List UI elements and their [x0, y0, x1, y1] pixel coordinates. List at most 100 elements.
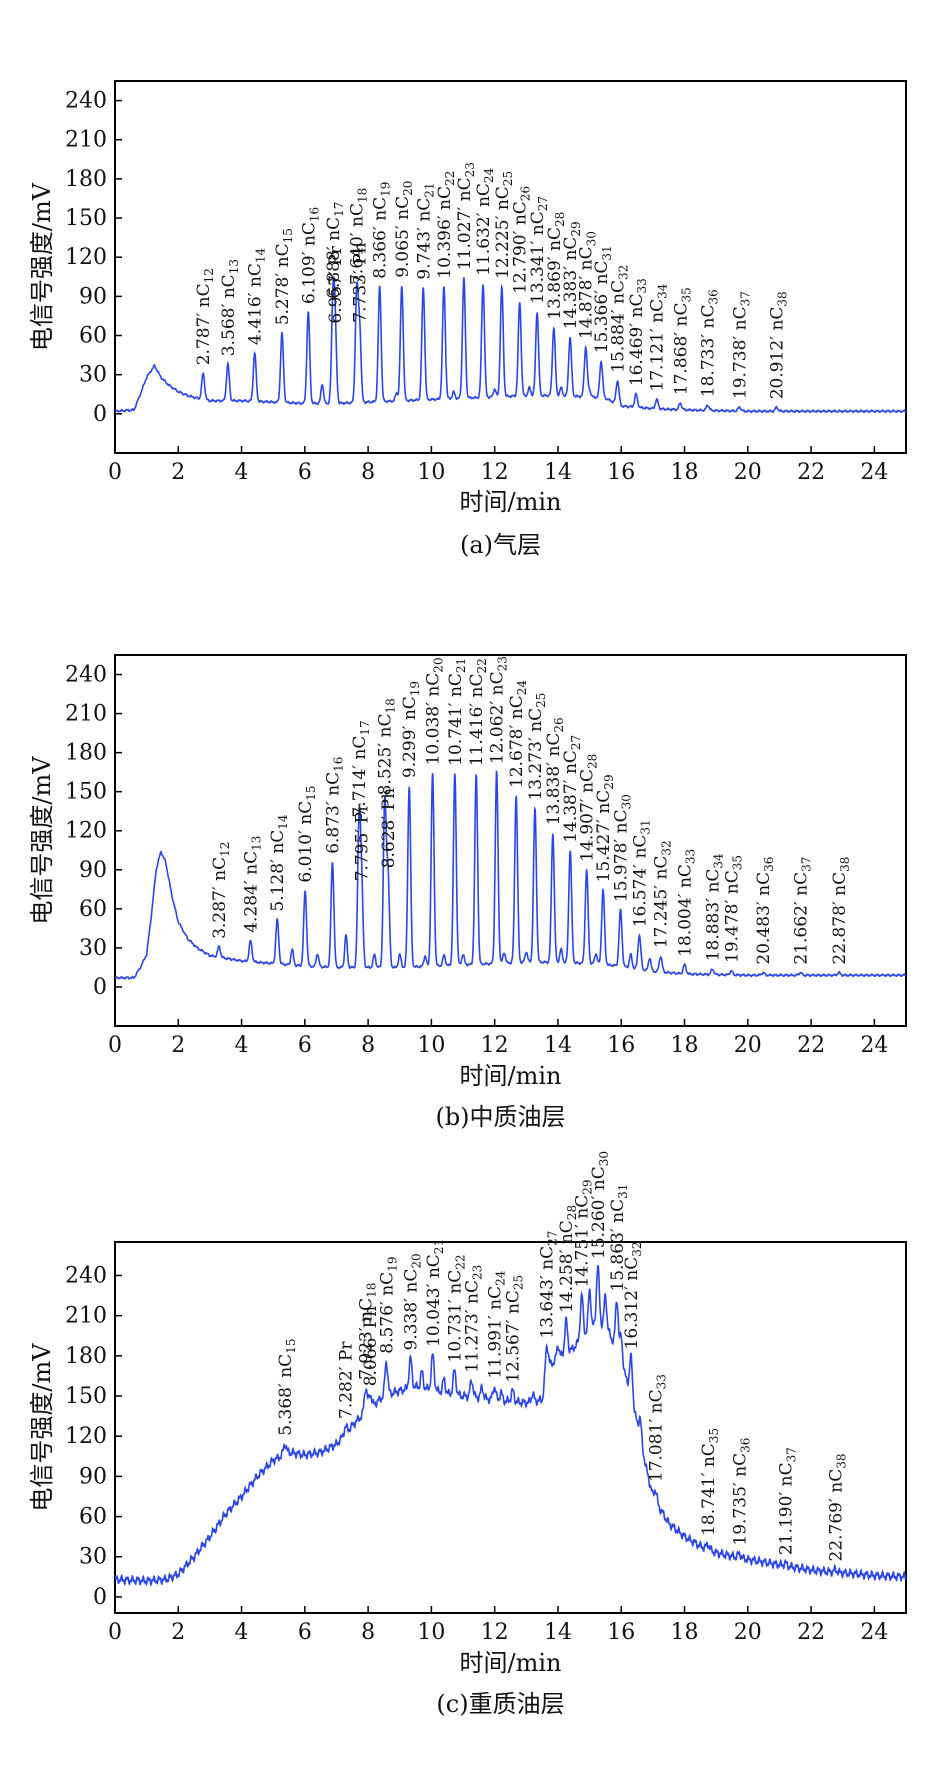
y-axis-label: 电信号强度/mV: [28, 756, 56, 925]
peak-label-subscript: 15: [284, 1339, 298, 1354]
peak-label: 14.907′ nC28: [578, 754, 600, 862]
peak-label-text: 10.396′ nC: [435, 186, 455, 279]
peak-label-subscript: 25: [512, 1275, 526, 1290]
y-tick-label: 0: [93, 1585, 107, 1610]
x-tick-label: 20: [734, 460, 762, 485]
peak-label: 4.284′ nC13: [242, 836, 264, 933]
peak-label-subscript: 21: [422, 182, 436, 197]
peak-label-subscript: 13: [227, 259, 241, 274]
peak-label-text: 7.282′ Pr: [336, 1341, 356, 1419]
peak-label-subscript: 28: [586, 754, 600, 769]
peak-label-subscript: 23: [471, 1265, 485, 1280]
y-tick-label: 120: [65, 1424, 107, 1449]
peak-label-subscript: 18: [356, 188, 370, 203]
peak-label-subscript: 21: [454, 658, 468, 673]
x-tick-label: 6: [298, 1620, 312, 1645]
peak-label: 10.038′ nC20: [424, 657, 446, 765]
peak-label-text: 6.010′ nC: [296, 801, 316, 883]
peak-label-subscript: 34: [712, 853, 726, 869]
peak-label-text: 12.678′ nC: [507, 695, 527, 788]
peak-label-text: 15.978′ nC: [612, 809, 632, 902]
peak-label-subscript: 38: [834, 1454, 848, 1469]
peak-label-text: 15.884′ nC: [609, 280, 629, 373]
peak-label: 10.741′ nC21: [446, 658, 468, 766]
peak-label-subscript: 15: [281, 228, 295, 243]
peak-label: 17.081′ nC33: [646, 1374, 668, 1482]
peak-label-subscript: 29: [581, 1180, 595, 1195]
peak-label-text: 3.568′ nC: [219, 274, 239, 356]
x-tick-label: 4: [235, 1620, 249, 1645]
peak-label-subscript: 24: [515, 680, 529, 696]
peak-label-subscript: 24: [482, 167, 496, 183]
peak-label: 12.678′ nC24: [507, 680, 529, 788]
peak-label-subscript: 29: [602, 774, 616, 789]
x-tick-label: 0: [108, 1033, 122, 1058]
peak-label-text: 17.245′ nC: [652, 856, 672, 949]
y-tick-label: 60: [79, 1505, 107, 1530]
peak-label-text: 10.043′ nC: [424, 1254, 444, 1347]
peak-label: 15.427′ nC29: [594, 774, 616, 882]
peak-label-text: 16.574′ nC: [630, 835, 650, 928]
peak-label-text: 16.469′ nC: [627, 293, 647, 386]
peak-label-subscript: 32: [660, 840, 674, 855]
peak-label-text: 10.741′ nC: [446, 673, 466, 766]
peak-label-text: 6.957′ Pr: [326, 245, 346, 323]
peak-label: 9.299′ nC19: [400, 681, 422, 778]
x-tick-label: 16: [607, 1620, 635, 1645]
y-tick-label: 180: [65, 741, 107, 766]
y-tick-label: 90: [79, 858, 107, 883]
peak-label-subscript: 31: [600, 245, 614, 260]
peak-label-subscript: 31: [616, 1184, 630, 1199]
peak-label-text: 2.787′ nC: [194, 283, 214, 365]
peak-label: 14.878′ nC30: [577, 231, 599, 339]
x-tick-label: 18: [671, 460, 699, 485]
peak-label-text: 10.038′ nC: [424, 673, 444, 766]
peak-label-text: 12.225′ nC: [493, 186, 513, 279]
peak-label: 13.341′ nC27: [528, 196, 550, 304]
x-tick-label: 10: [417, 1620, 445, 1645]
peak-label: 20.483′ nC36: [754, 857, 776, 965]
peak-label-subscript: 18: [384, 698, 398, 713]
peak-label: 2.787′ nC12: [194, 268, 216, 365]
x-tick-label: 22: [797, 1620, 825, 1645]
peak-label: 14.751′ nC29: [573, 1180, 595, 1288]
peak-label-subscript: 28: [553, 212, 567, 227]
peak-label-text: 14.383′ nC: [561, 237, 581, 330]
plot-frame: [114, 1241, 907, 1614]
peak-label-text: 17.081′ nC: [646, 1389, 666, 1482]
peak-label-subscript: 25: [534, 693, 548, 708]
signal-trace: [114, 1265, 907, 1587]
panel-c-heavy-oil-layer: 0 2 4 6 8 10 12 14 16 18 20 22 240306090120150180210…: [28, 1151, 907, 1718]
x-tick-label: 0: [108, 1620, 122, 1645]
peak-label: 7.733′ Ph: [351, 242, 371, 322]
peak-label-subscript: 35: [730, 855, 744, 870]
peak-label-text: 18.883′ nC: [704, 869, 724, 962]
peak-label-text: 7.923′ nC: [357, 1298, 377, 1380]
x-tick-label: 24: [860, 1033, 888, 1058]
y-axis-label: 电信号强度/mV: [28, 182, 56, 351]
y-tick-label: 120: [65, 819, 107, 844]
peak-label-subscript: 20: [410, 1253, 424, 1268]
peak-label-text: 13.643′ nC: [538, 1246, 558, 1339]
x-axis-label: 时间/min: [460, 488, 562, 516]
peak-label-subscript: 32: [617, 265, 631, 280]
peak-label: 14.258′ nC28: [557, 1205, 579, 1313]
peak-label-subscript: 23: [463, 162, 477, 177]
peak-label: 6.957′ Pr: [326, 245, 346, 323]
peak-label: 6.109′ nC16: [299, 207, 321, 304]
peak-label: 19.735′ nC36: [730, 1438, 752, 1546]
peak-label: 14.387′ nC27: [561, 735, 583, 843]
peak-label-subscript: 30: [620, 794, 634, 809]
x-tick-label: 24: [860, 1620, 888, 1645]
peak-label-text: 8.576′ nC: [377, 1272, 397, 1354]
peak-label-text: 9.338′ nC: [402, 1269, 422, 1351]
peak-label-text: 13.838′ nC: [544, 733, 564, 826]
peak-label-text: 13.869′ nC: [545, 227, 565, 320]
peak-label: 11.991′ nC24: [485, 1270, 507, 1378]
y-tick-label: 60: [79, 897, 107, 922]
peak-label: 8.628′ Ph: [379, 788, 399, 868]
peak-label-text: 8.525′ nC: [376, 714, 396, 796]
peak-label-text: 11.991′ nC: [485, 1286, 505, 1379]
peak-label: 8.576′ nC19: [377, 1257, 399, 1354]
signal-trace: [114, 769, 907, 980]
